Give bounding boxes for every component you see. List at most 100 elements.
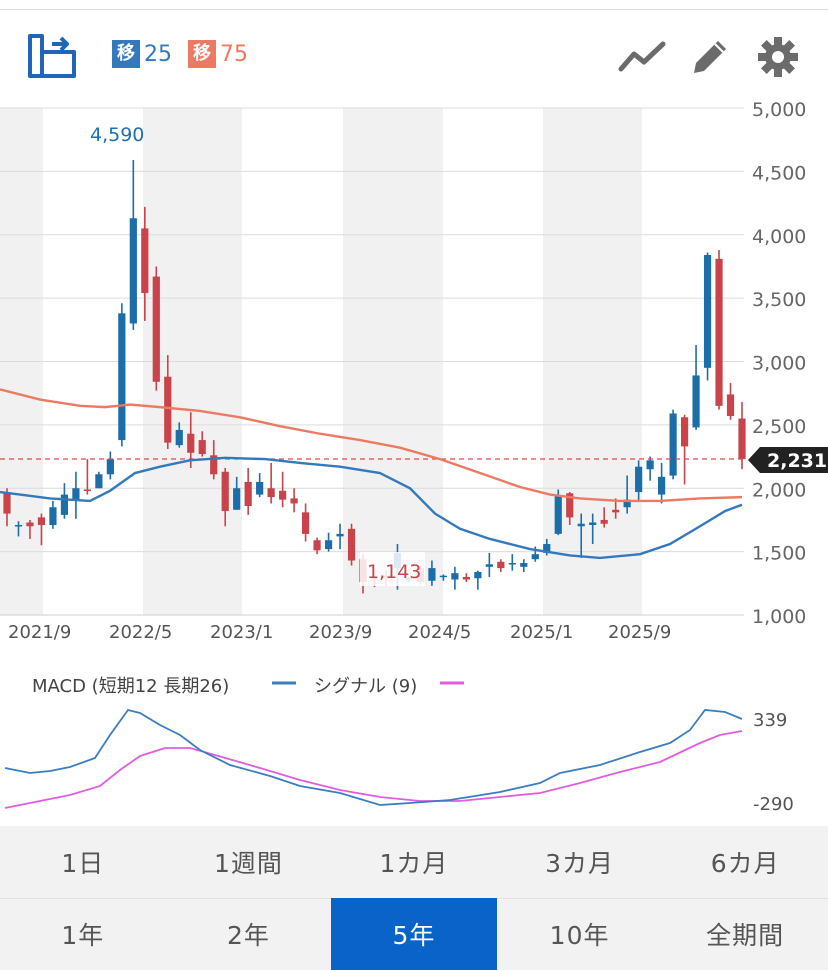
candle-body xyxy=(152,276,160,382)
y-tick-label: 4,000 xyxy=(752,226,806,248)
candle-body xyxy=(738,418,746,459)
period-1y-button[interactable]: 1年 xyxy=(61,921,105,950)
ma75-value: 75 xyxy=(220,41,248,67)
ma75-badge[interactable]: 移 75 xyxy=(188,34,248,74)
candle-body xyxy=(233,488,241,510)
pencil-icon[interactable] xyxy=(688,35,732,79)
candle-body xyxy=(635,466,643,493)
low-price-label-bg xyxy=(360,552,425,586)
candle-body xyxy=(543,544,551,553)
period-2y-button[interactable]: 2年 xyxy=(226,921,270,950)
candle-body xyxy=(485,564,493,567)
ma25-value: 25 xyxy=(144,41,172,67)
candle-body xyxy=(3,492,11,514)
candle-body xyxy=(72,488,80,501)
candle-body xyxy=(198,440,206,455)
candle-body xyxy=(474,571,482,579)
period-6m-button[interactable]: 6カ月 xyxy=(710,849,780,878)
period-1w-button[interactable]: 1週間 xyxy=(213,849,283,878)
candle-body xyxy=(715,258,723,406)
y-tick-label: 1,000 xyxy=(752,606,806,628)
candle-body xyxy=(439,575,448,578)
macd-tick-bottom: -290 xyxy=(753,794,794,815)
y-tick-label: 3,000 xyxy=(752,353,806,375)
candle-body xyxy=(60,494,69,515)
candle-body xyxy=(83,489,91,492)
macd-label: MACD (短期12 長期26) xyxy=(32,676,229,697)
price-chart[interactable]: 5,000 4,500 4,000 3,500 3,000 2,500 2,000 1,500… xyxy=(0,0,828,826)
x-tick-label: 2024/5 xyxy=(408,622,471,643)
candle-body xyxy=(600,519,608,524)
candle-body xyxy=(623,499,631,508)
candle-body xyxy=(164,376,172,443)
x-tick-label: 2023/1 xyxy=(210,622,273,643)
period-1d-button[interactable]: 1日 xyxy=(61,849,105,878)
signal-line xyxy=(4,730,743,809)
y-tick-label: 5,000 xyxy=(752,99,806,121)
candle-body xyxy=(646,460,654,470)
candle-body xyxy=(14,525,23,527)
candle-body xyxy=(95,474,103,489)
period-3m-button[interactable]: 3カ月 xyxy=(545,849,615,878)
candle-body xyxy=(129,218,137,324)
chart-toolbar: 移 25 移 75 xyxy=(0,10,828,105)
candle-body xyxy=(244,481,252,506)
candle-body xyxy=(106,459,114,475)
candle-body xyxy=(566,493,574,518)
candle-body xyxy=(290,498,298,504)
candle-body xyxy=(508,563,516,565)
candle-body xyxy=(554,495,562,534)
candle-body xyxy=(267,488,275,498)
period-all-button[interactable]: 全期間 xyxy=(706,921,785,950)
y-tick-label: 4,500 xyxy=(752,162,806,184)
candle-body xyxy=(589,522,597,526)
x-tick-label: 2025/1 xyxy=(510,622,573,643)
ma75-line xyxy=(0,388,743,503)
current-price-badge xyxy=(748,447,828,473)
candle-body xyxy=(279,490,287,500)
candle-body xyxy=(118,313,126,441)
period-selector: 1日 1週間 1カ月 3カ月 6カ月 1年 2年 5年 10年 全期間 xyxy=(0,826,828,970)
high-price-label: 4,590 xyxy=(90,124,144,146)
ma25-badge[interactable]: 移 25 xyxy=(112,34,172,74)
period-5y-button[interactable]: 5年 xyxy=(331,898,497,970)
candle-body xyxy=(497,561,505,569)
period-1m-button[interactable]: 1カ月 xyxy=(379,849,449,878)
x-tick-label: 2025/9 xyxy=(608,622,671,643)
candle-body xyxy=(301,512,310,534)
current-price-label: 2,231 xyxy=(767,450,827,472)
candle-body xyxy=(531,554,539,560)
ma25-line xyxy=(0,456,743,560)
candle-body xyxy=(221,471,229,512)
period-row-1: 1日 1週間 1カ月 3カ月 6カ月 xyxy=(0,826,828,898)
candle-body xyxy=(726,394,735,417)
candle-body xyxy=(175,429,183,446)
candle-body xyxy=(26,522,34,527)
ma25-tag: 移 xyxy=(112,40,140,68)
candle-body xyxy=(451,573,459,580)
candle-body xyxy=(703,255,712,368)
x-tick-label: 2022/5 xyxy=(109,622,172,643)
y-tick-label: 2,500 xyxy=(752,416,806,438)
candle-body xyxy=(669,413,677,476)
gear-icon[interactable] xyxy=(756,35,800,79)
candle-body xyxy=(692,375,700,428)
signal-label: シグナル (9) xyxy=(314,676,417,697)
candle-body xyxy=(256,481,264,495)
period-10y-button[interactable]: 10年 xyxy=(549,921,610,950)
low-price-label: 1,143 xyxy=(367,561,421,583)
period-row-2: 1年 2年 5年 10年 全期間 xyxy=(0,898,828,970)
y-tick-label: 3,500 xyxy=(752,289,806,311)
candle-body xyxy=(680,417,689,447)
y-tick-label: 1,500 xyxy=(752,543,806,565)
macd-line xyxy=(4,708,743,806)
candle-body xyxy=(210,455,218,475)
candle-body xyxy=(141,228,149,294)
candle-body xyxy=(658,476,666,495)
layout-toggle-icon[interactable] xyxy=(26,32,78,80)
top-divider xyxy=(0,9,828,10)
candle-body xyxy=(49,507,57,526)
candle-body xyxy=(324,540,333,550)
line-chart-icon[interactable] xyxy=(618,40,666,74)
x-tick-label: 2021/9 xyxy=(8,622,71,643)
